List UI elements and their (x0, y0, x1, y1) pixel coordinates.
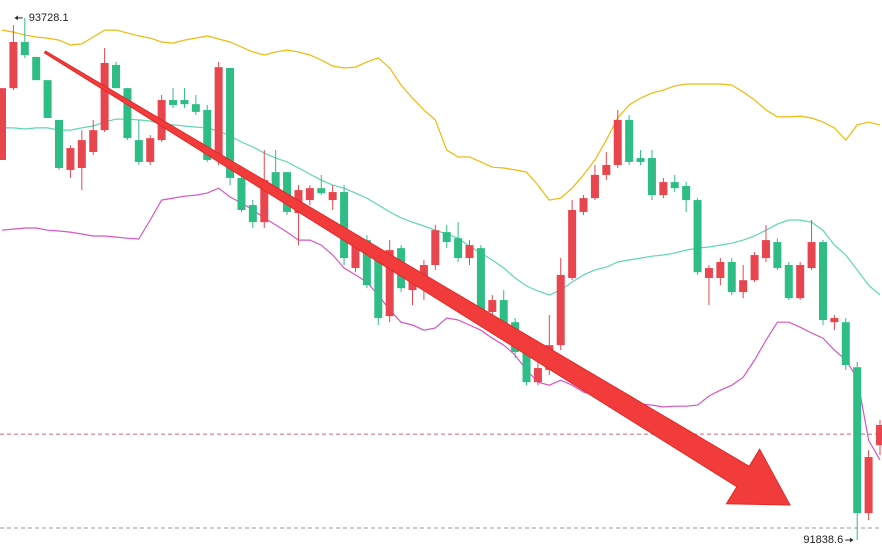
candle-body (362, 240, 371, 286)
candle-body (112, 64, 121, 89)
candle-body (876, 424, 882, 446)
candle-body (556, 274, 565, 346)
candle-body (761, 240, 770, 259)
candle-body (864, 457, 873, 514)
candle-body (739, 280, 748, 293)
candle-body (0, 88, 6, 160)
candle-body (408, 280, 417, 291)
candle-body (374, 260, 383, 319)
candle-body (613, 119, 622, 165)
annotation-label: 91838.6 (803, 534, 843, 546)
candle-body (716, 261, 725, 278)
candle-body (203, 109, 212, 160)
candle-body (704, 268, 713, 278)
candle-body (431, 230, 440, 265)
candle-body (317, 188, 326, 194)
candle-body (340, 192, 349, 259)
annotation-arrowhead (14, 15, 18, 21)
candle-body (351, 240, 360, 269)
candle-body (465, 245, 474, 259)
candle-body (602, 164, 611, 175)
candle-body (191, 104, 200, 112)
candle-body (237, 177, 246, 211)
candle-body (568, 210, 577, 278)
candle-body (488, 300, 497, 312)
candle-body (773, 242, 782, 269)
candle-body (841, 322, 850, 366)
annotation-arrowhead (850, 537, 854, 543)
candle-body (853, 367, 862, 514)
candle-body (750, 255, 759, 281)
candle-body (693, 200, 702, 273)
candle-body (55, 119, 64, 169)
candle-body (385, 250, 394, 317)
annotation-label: 93728.1 (29, 12, 69, 24)
candle-body (636, 158, 645, 162)
candle-body (727, 261, 736, 293)
candle-body (442, 232, 451, 243)
candle-body (784, 264, 793, 299)
candle-body (260, 180, 269, 223)
candle-body (830, 318, 839, 323)
candle-body (659, 182, 668, 196)
candle-body (9, 42, 18, 89)
candle-body (328, 192, 337, 201)
candle-body (670, 182, 679, 189)
plot: 93728.1 91838.6 (0, 12, 882, 546)
candle-body (305, 188, 314, 201)
candle-body (283, 172, 292, 212)
band-line (2, 118, 881, 296)
candle-body (248, 205, 257, 223)
band-line (1, 187, 881, 461)
candle-body (533, 368, 542, 383)
candle-body (476, 248, 485, 311)
candle-body (77, 140, 86, 169)
candle-body (89, 130, 98, 152)
candle-body (499, 300, 508, 325)
candle-body (20, 42, 29, 55)
candle-body (66, 148, 75, 170)
candle-body (134, 140, 143, 162)
candle-body (625, 119, 634, 162)
candle-body (214, 67, 223, 160)
candle-body (579, 198, 588, 212)
candle-body (180, 100, 189, 105)
candle-body (818, 242, 827, 320)
candle-body (796, 264, 805, 299)
candle-body (146, 138, 155, 162)
trend-arrow (43, 50, 791, 506)
candle-body (271, 172, 280, 191)
candle-body (123, 88, 132, 139)
candle-body (647, 158, 656, 196)
candle-body (169, 100, 178, 106)
candle-body (226, 67, 235, 178)
candle-body (682, 185, 691, 201)
candle-body (43, 80, 52, 118)
candle-body (522, 350, 531, 383)
candle-body (807, 242, 816, 269)
candle-body (100, 63, 109, 131)
candle-body (590, 174, 599, 199)
band-line (1, 29, 881, 201)
candle-body (454, 238, 463, 259)
candle-body (32, 56, 41, 81)
